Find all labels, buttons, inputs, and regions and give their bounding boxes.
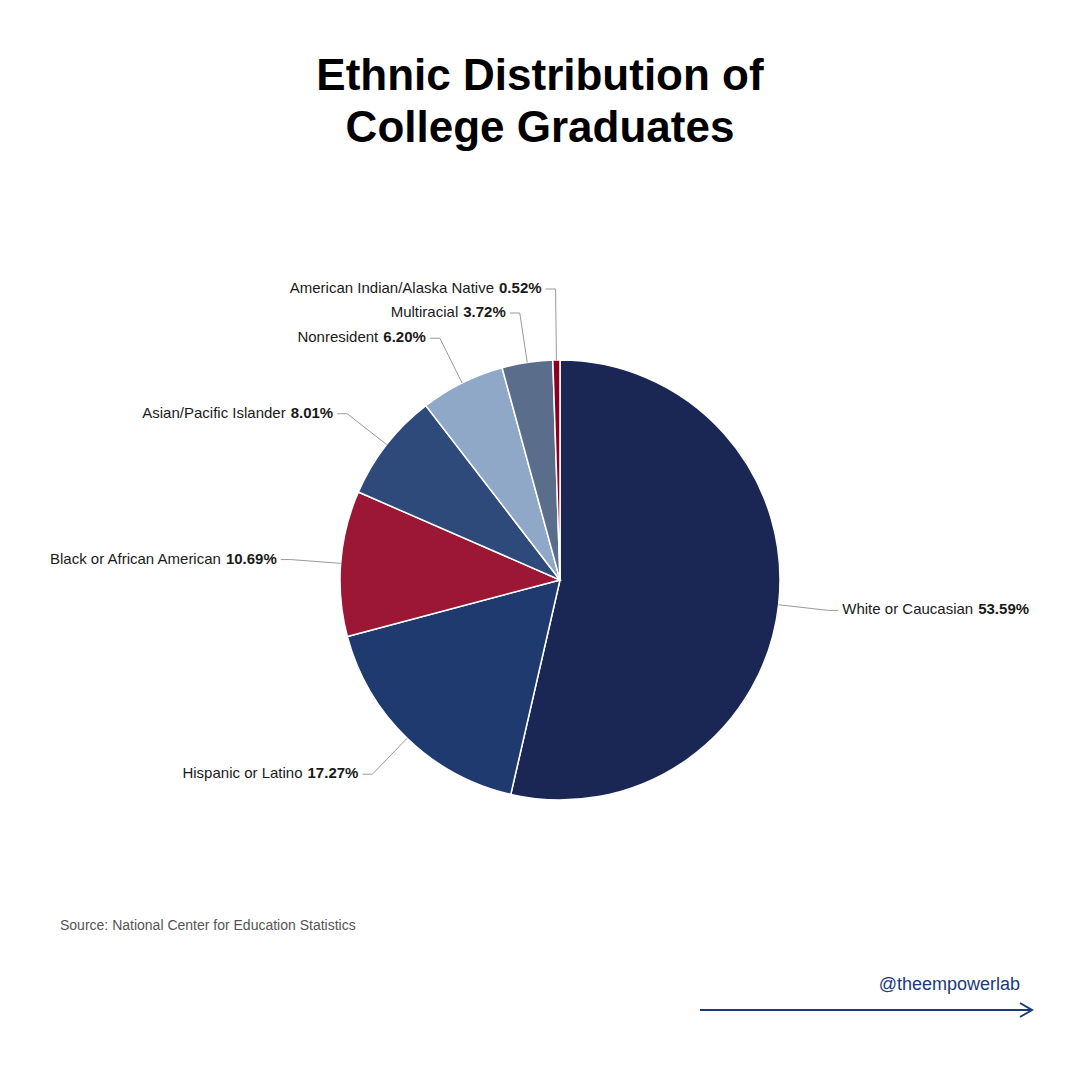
chart: Ethnic Distribution ofCollege Graduates W… — [0, 0, 1080, 1080]
label-category: Multiracial — [391, 303, 459, 320]
slice — [502, 360, 560, 580]
title-line: College Graduates — [346, 102, 735, 151]
watermark: @theempowerlab — [879, 974, 1020, 994]
data-label: American Indian/Alaska Native 0.52% — [290, 279, 542, 296]
data-label: Multiracial3.72% — [391, 303, 506, 320]
watermark-arrow-head — [1020, 1003, 1032, 1017]
slice — [553, 360, 560, 580]
source: Source: National Center for Education St… — [60, 917, 356, 933]
label-category: Black or African American — [50, 550, 221, 567]
data-label: White or Caucasian 53.59% — [842, 600, 1029, 617]
leader-line — [430, 338, 462, 383]
pie — [340, 360, 780, 800]
leader-line — [510, 313, 527, 362]
data-label: Asian/Pacific Islander 8.01% — [142, 404, 333, 421]
data-label: Black or African American 10.69% — [50, 550, 277, 567]
watermark-arrow — [700, 1009, 1030, 1011]
label-value: 0.52% — [499, 279, 542, 296]
label-value: 6.20% — [383, 328, 426, 345]
label-value: 10.69% — [226, 550, 277, 567]
leader-line — [362, 738, 407, 774]
data-label: Nonresident6.20% — [297, 328, 425, 345]
label-category: Hispanic or Latino — [182, 764, 302, 781]
label-value: 3.72% — [463, 303, 506, 320]
title-line: Ethnic Distribution of — [316, 50, 764, 99]
leader-line — [337, 414, 386, 445]
label-value: 8.01% — [291, 404, 334, 421]
leader-line — [546, 289, 557, 360]
title: Ethnic Distribution ofCollege Graduates — [316, 50, 764, 151]
data-label: Hispanic or Latino 17.27% — [182, 764, 358, 781]
label-value: 17.27% — [308, 764, 359, 781]
label-value: 53.59% — [978, 600, 1029, 617]
label-category: American Indian/Alaska Native — [290, 279, 494, 296]
leader-line — [281, 560, 341, 564]
label-category: Asian/Pacific Islander — [142, 404, 285, 421]
label-category: White or Caucasian — [842, 600, 973, 617]
label-category: Nonresident — [297, 328, 379, 345]
leader-line — [779, 605, 839, 611]
background — [0, 0, 1080, 1080]
labels: White or Caucasian 53.59% Hispanic or Lati… — [50, 279, 1029, 781]
